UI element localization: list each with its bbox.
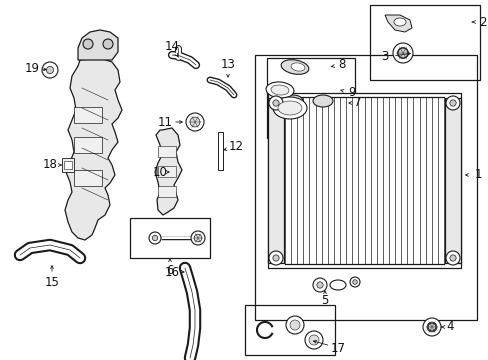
Bar [444,98,460,263]
Ellipse shape [270,85,288,95]
Circle shape [185,113,203,131]
Text: 5: 5 [321,293,328,306]
Bar [74,170,102,186]
Bar [62,158,74,172]
Ellipse shape [329,280,346,290]
Ellipse shape [272,97,306,119]
Circle shape [194,234,202,242]
Circle shape [349,277,359,287]
Circle shape [392,43,412,63]
Text: 11: 11 [157,116,172,129]
Circle shape [191,231,204,245]
Circle shape [103,39,113,49]
Text: 8: 8 [338,58,345,72]
Text: 4: 4 [446,320,453,333]
Circle shape [289,320,299,330]
Ellipse shape [290,63,305,71]
Bar [74,137,102,153]
Ellipse shape [281,60,308,74]
Circle shape [312,278,326,292]
Circle shape [397,48,407,58]
Text: 19: 19 [24,62,40,75]
Text: 3: 3 [381,50,388,63]
Circle shape [149,232,161,244]
Circle shape [308,335,318,345]
Circle shape [305,331,323,349]
Polygon shape [65,58,122,240]
Text: 15: 15 [44,275,60,288]
Circle shape [445,251,459,265]
Circle shape [83,39,93,49]
Text: 7: 7 [353,96,361,109]
Bar [254,55,476,320]
Circle shape [426,322,436,332]
Ellipse shape [278,101,302,115]
Circle shape [449,255,455,261]
Circle shape [445,96,459,110]
Bar [74,107,102,123]
Text: 12: 12 [228,140,243,153]
Bar [158,166,176,177]
Text: 17: 17 [330,342,345,355]
Text: 13: 13 [220,58,235,72]
Polygon shape [384,15,411,32]
Text: 1: 1 [473,168,481,181]
Ellipse shape [393,18,405,26]
Polygon shape [155,128,182,215]
Text: 9: 9 [347,86,355,99]
Circle shape [272,100,279,106]
Circle shape [268,251,283,265]
Circle shape [449,100,455,106]
Text: 2: 2 [478,15,486,28]
Bar [267,98,284,263]
Text: 18: 18 [42,158,57,171]
Text: 10: 10 [152,166,167,179]
Bar [130,218,209,258]
Bar [64,161,72,169]
Circle shape [152,235,157,241]
Bar [218,132,223,170]
Ellipse shape [265,82,293,98]
Bar [266,58,354,138]
Circle shape [285,316,304,334]
Circle shape [397,48,407,58]
Circle shape [46,66,54,73]
Bar [158,186,176,197]
Circle shape [427,323,435,331]
Circle shape [42,62,58,78]
Circle shape [190,117,200,127]
Circle shape [422,318,440,336]
Circle shape [268,96,283,110]
Text: 14: 14 [164,40,179,54]
Bar [158,146,176,157]
Text: 6: 6 [166,264,173,276]
Bar [244,305,334,355]
Circle shape [316,282,323,288]
Text: 16: 16 [164,266,179,279]
Circle shape [352,280,357,284]
Ellipse shape [283,95,303,107]
Circle shape [272,255,279,261]
Bar [267,93,460,268]
Ellipse shape [312,95,332,107]
Polygon shape [78,30,118,60]
Bar [369,5,479,80]
